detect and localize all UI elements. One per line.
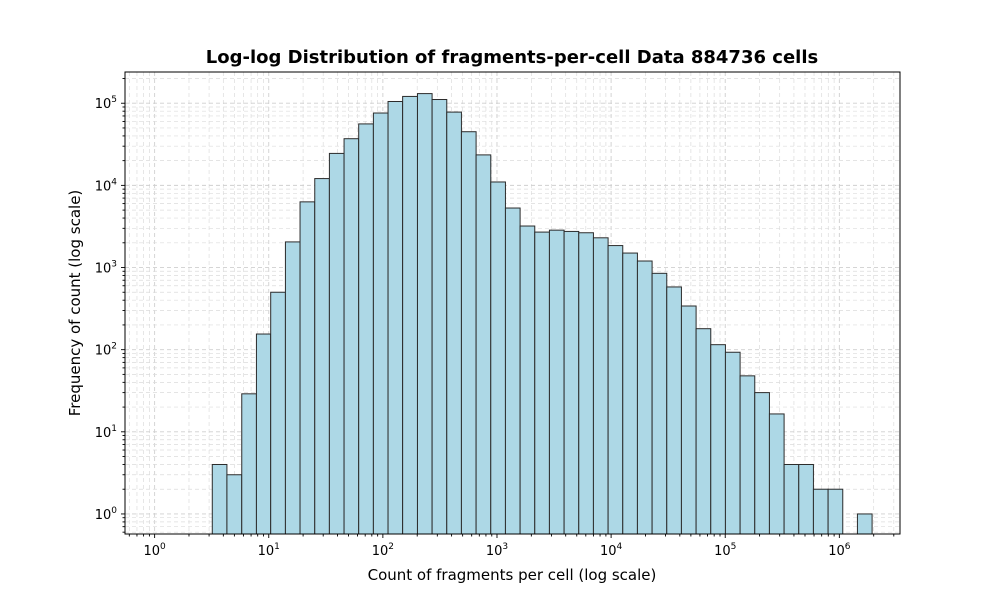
x-axis-label: Count of fragments per cell (log scale) — [368, 566, 657, 584]
histogram-bar — [328, 152, 345, 535]
histogram-bar — [460, 131, 477, 535]
histogram-bar — [358, 123, 374, 535]
histogram-bar — [534, 231, 550, 535]
histogram-bar — [592, 237, 609, 535]
histogram-bar — [299, 201, 316, 535]
y-axis-label: Frequency of count (log scale) — [66, 190, 84, 417]
x-tick-label: 104 — [600, 542, 623, 559]
x-tick-label: 103 — [486, 542, 508, 559]
histogram-bar — [241, 393, 257, 535]
histogram-bar — [343, 138, 360, 535]
histogram-bar — [680, 305, 697, 535]
histogram-bar — [416, 93, 433, 535]
x-tick-label: 105 — [714, 542, 736, 559]
y-tick-label: 104 — [95, 177, 118, 194]
histogram-bar — [226, 474, 243, 535]
plot-frame — [124, 71, 901, 535]
histogram-bar — [211, 463, 228, 535]
histogram-bar — [490, 181, 506, 535]
histogram-bar — [446, 111, 462, 535]
y-tick-labels: 100 101 102 103 104 105 — [95, 95, 118, 523]
histogram-bar — [563, 230, 580, 535]
histogram-bar — [402, 95, 418, 535]
chart-title: Log-log Distribution of fragments-per-ce… — [206, 47, 818, 68]
axis-ticks — [121, 78, 895, 538]
histogram-bar — [548, 229, 565, 535]
histogram-bar — [695, 328, 712, 535]
histogram-bar — [372, 112, 389, 535]
histogram-bar — [812, 488, 829, 535]
histogram-bar — [607, 245, 624, 535]
histogram-bar — [651, 272, 668, 535]
histogram-bar — [284, 241, 301, 535]
x-tick-label: 106 — [828, 542, 851, 559]
histogram-bar — [504, 207, 521, 535]
histogram-bar — [783, 463, 800, 535]
histogram-bar — [739, 375, 756, 535]
histogram-bar — [724, 351, 741, 535]
histogram-bar — [387, 100, 404, 535]
histogram-bar — [710, 344, 726, 535]
histogram-bar — [636, 260, 653, 535]
x-tick-label: 101 — [258, 542, 280, 559]
histogram-bar — [622, 252, 638, 535]
y-tick-label: 102 — [95, 342, 117, 359]
histogram-bar — [666, 286, 682, 535]
y-tick-label: 105 — [95, 95, 117, 112]
x-tick-labels: 100 101 102 103 104 105 106 — [143, 542, 850, 559]
histogram-bar — [768, 413, 785, 535]
y-tick-label: 101 — [95, 424, 117, 441]
x-tick-label: 100 — [143, 542, 166, 559]
histogram-bar — [519, 225, 536, 535]
histogram-bar — [798, 463, 814, 535]
histogram-bar — [270, 291, 286, 535]
histogram-bar — [754, 392, 770, 535]
x-tick-label: 102 — [372, 542, 394, 559]
histogram-bar — [255, 333, 272, 535]
y-tick-label: 103 — [95, 260, 117, 277]
y-tick-label: 100 — [95, 506, 118, 523]
histogram-bar — [475, 154, 492, 535]
histogram-bar — [431, 99, 448, 535]
histogram-bar — [578, 232, 594, 535]
histogram-bar — [827, 488, 844, 535]
histogram-bar — [856, 513, 873, 535]
histogram-bar — [314, 178, 330, 535]
